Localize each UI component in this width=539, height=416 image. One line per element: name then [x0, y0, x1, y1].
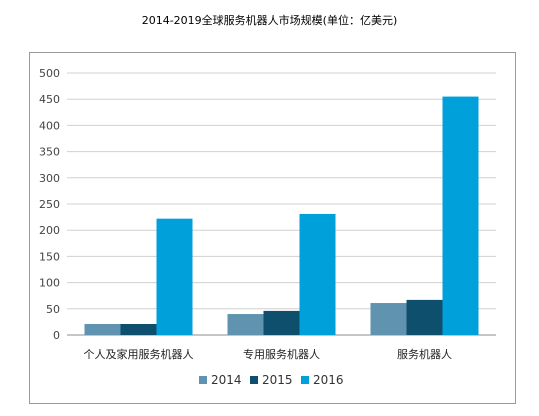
legend: 2014 2015 2016 — [199, 373, 344, 387]
legend-swatch-2016 — [301, 376, 309, 384]
bar-2014-2 — [370, 303, 407, 335]
bar-2015-0 — [120, 323, 157, 335]
bar-2016-1 — [299, 213, 336, 335]
y-tick-label: 500 — [39, 67, 60, 80]
y-axis: 0 50 100 150 200 250 300 350 400 450 500 — [39, 67, 60, 342]
x-category-label: 个人及家用服务机器人 — [84, 347, 194, 361]
bar-2014-1 — [227, 314, 264, 335]
y-tick-label: 150 — [39, 250, 60, 263]
bar-2016-0 — [156, 218, 193, 335]
legend-label: 2015 — [262, 373, 293, 387]
chart-title: 2014-2019全球服务机器人市场规模(单位：亿美元) — [141, 14, 398, 27]
y-tick-label: 200 — [39, 224, 60, 237]
x-axis: 个人及家用服务机器人 专用服务机器人 服务机器人 — [84, 347, 453, 361]
bar-2015-1 — [263, 310, 300, 335]
legend-swatch-2015 — [250, 376, 258, 384]
y-tick-label: 0 — [53, 329, 60, 342]
legend-swatch-2014 — [199, 376, 207, 384]
gridlines — [67, 72, 496, 336]
y-tick-label: 250 — [39, 198, 60, 211]
x-category-label: 专用服务机器人 — [243, 347, 320, 361]
y-tick-label: 100 — [39, 277, 60, 290]
legend-label: 2014 — [211, 373, 242, 387]
bar-2015-2 — [406, 299, 443, 335]
bar-2014-0 — [84, 323, 121, 335]
y-tick-label: 450 — [39, 93, 60, 106]
x-category-label: 服务机器人 — [397, 347, 452, 361]
bar-2016-2 — [442, 96, 479, 335]
y-tick-label: 300 — [39, 172, 60, 185]
y-tick-label: 400 — [39, 119, 60, 132]
bars — [84, 96, 479, 335]
y-tick-label: 350 — [39, 146, 60, 159]
legend-label: 2016 — [313, 373, 344, 387]
y-tick-label: 50 — [46, 303, 60, 316]
chart-frame — [29, 52, 516, 404]
